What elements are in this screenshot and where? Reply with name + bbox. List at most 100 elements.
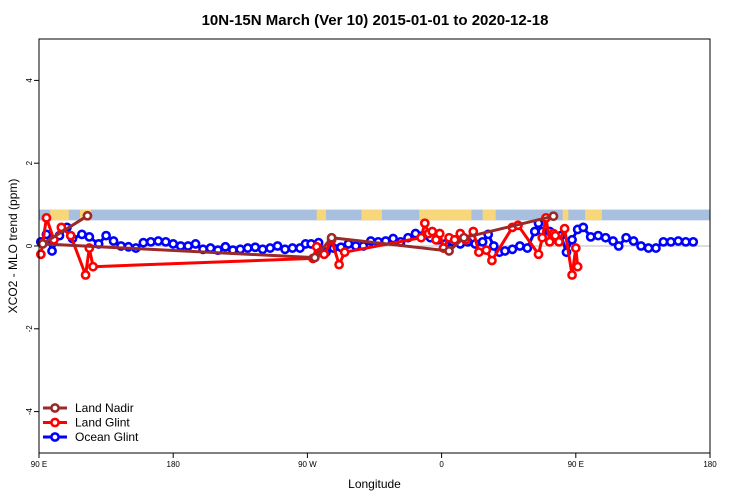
land-nadir-point — [82, 210, 93, 221]
land-glint-point — [334, 259, 344, 270]
ocean-glint-point — [235, 244, 246, 255]
land-nadir-point — [309, 252, 320, 263]
legend-item-land-nadir: Land Nadir — [43, 401, 134, 415]
y-tick-label: -2 — [25, 325, 34, 333]
x-tick-label: 180 — [703, 460, 717, 469]
ocean-glint-point — [621, 232, 632, 243]
land-segment — [419, 209, 444, 221]
land-glint-point — [544, 236, 555, 247]
ocean-glint-point — [507, 244, 518, 255]
ocean-glint-point — [108, 236, 119, 246]
ocean-glint-point — [168, 239, 179, 249]
legend-marker — [50, 417, 60, 428]
y-tick-label: 4 — [25, 78, 34, 83]
ocean-glint-point — [280, 244, 290, 255]
ocean-glint-point — [488, 241, 499, 251]
land-nadir-point — [459, 232, 469, 243]
ocean-glint-point — [175, 241, 186, 251]
ocean-glint-point — [190, 239, 201, 249]
x-axis-label: Longitude — [348, 477, 401, 491]
ocean-glint-point — [242, 243, 253, 253]
ocean-glint-point — [84, 231, 95, 242]
land-glint-point — [65, 230, 76, 241]
legend-item-land-glint: Land Glint — [43, 416, 130, 430]
y-axis: -4 -2 0 2 4 — [25, 78, 39, 415]
land-nadir-point — [548, 211, 559, 222]
ocean-glint-point — [257, 244, 268, 255]
land-glint-point — [339, 247, 350, 258]
ocean-glint-point — [272, 241, 283, 251]
land-glint-point — [570, 243, 581, 253]
land-segment — [361, 209, 382, 221]
ocean-glint-point — [658, 236, 669, 247]
land-glint-point — [449, 234, 460, 245]
ocean-glint-point — [673, 236, 684, 246]
land-glint-point — [559, 223, 570, 234]
ocean-glint-point — [220, 241, 231, 252]
land-nadir-point — [326, 232, 337, 243]
land-nadir-point — [37, 239, 48, 249]
ocean-glint-point — [183, 241, 194, 251]
legend-label: Ocean Glint — [75, 430, 139, 444]
ocean-glint-point — [651, 243, 661, 253]
land-glint-point — [41, 212, 52, 223]
land-segment — [482, 209, 496, 221]
ocean-glint-point — [665, 236, 676, 247]
x-tick-label: 180 — [167, 460, 181, 469]
ocean-glint-point — [287, 243, 298, 253]
y-tick-label: 0 — [25, 243, 34, 248]
ocean-glint-point — [636, 241, 646, 251]
legend-label: Land Nadir — [75, 401, 134, 415]
ocean-glint-point — [145, 236, 156, 247]
ocean-glint-point — [250, 242, 261, 253]
land-segment — [585, 209, 602, 221]
ocean-glint-point — [680, 236, 691, 247]
ocean-glint-point — [593, 230, 604, 241]
land-ocean-band — [39, 209, 710, 221]
ocean-glint-point — [643, 243, 654, 253]
ocean-glint-point — [160, 236, 171, 247]
land-segment — [50, 209, 69, 221]
land-glint-point — [487, 255, 497, 266]
land-glint-point — [537, 232, 548, 243]
y-axis-label: XCO2 - MLO trend (ppm) — [6, 179, 20, 314]
land-glint-point — [554, 236, 564, 247]
land-glint-point — [434, 228, 445, 239]
legend-item-ocean-glint: Ocean Glint — [43, 430, 139, 444]
ocean-glint-point — [477, 236, 488, 247]
ocean-glint-point — [522, 243, 533, 253]
x-tick-label: 90 E — [568, 460, 584, 469]
ocean-glint-point — [205, 243, 216, 253]
chart-title: 10N-15N March (Ver 10) 2015-01-01 to 202… — [202, 12, 549, 29]
land-glint-point — [481, 245, 492, 256]
x-tick-label: 90 W — [298, 460, 317, 469]
series-group — [35, 210, 699, 280]
y-tick-label: -4 — [25, 407, 34, 415]
land-glint-point — [427, 226, 438, 237]
land-glint-point — [572, 261, 583, 272]
legend-marker — [50, 403, 60, 413]
legend-label: Land Glint — [75, 416, 130, 430]
ocean-glint-point — [608, 236, 618, 246]
series-land-nadir — [37, 210, 559, 263]
ocean-glint-point — [343, 239, 354, 249]
land-segment — [562, 209, 569, 221]
land-glint-point — [416, 232, 426, 243]
ocean-glint-point — [585, 231, 596, 242]
land-glint-point — [533, 249, 544, 260]
land-glint-point — [35, 249, 46, 260]
ocean-glint-point — [500, 246, 510, 256]
land-glint-point — [80, 270, 91, 280]
x-tick-label: 90 E — [31, 460, 47, 469]
ocean-glint-point — [153, 236, 164, 246]
ocean-glint-point — [138, 237, 149, 248]
land-glint-point — [319, 249, 330, 260]
ocean-glint-point — [688, 236, 699, 247]
y-tick-label: 2 — [25, 160, 34, 165]
series-ocean-glint — [35, 218, 699, 258]
land-glint-point — [419, 218, 430, 229]
ocean-glint-point — [265, 243, 276, 253]
ocean-glint-point — [101, 230, 111, 241]
